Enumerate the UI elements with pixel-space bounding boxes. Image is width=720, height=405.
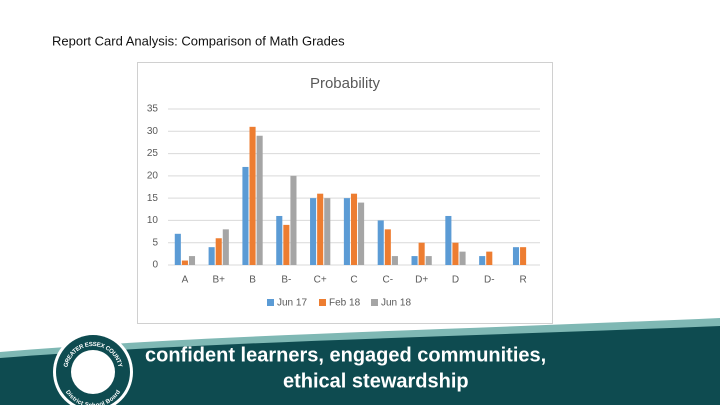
x-tick-label: D bbox=[452, 275, 459, 286]
y-tick-label: 25 bbox=[147, 148, 159, 159]
bar bbox=[486, 251, 493, 265]
bar bbox=[384, 229, 391, 265]
bar bbox=[290, 175, 297, 265]
bar bbox=[324, 198, 331, 265]
bar bbox=[276, 215, 283, 265]
bar bbox=[174, 233, 181, 265]
bar bbox=[377, 220, 384, 265]
bar bbox=[317, 193, 324, 265]
legend-swatch bbox=[371, 299, 378, 306]
bar bbox=[249, 126, 256, 265]
bar bbox=[520, 247, 527, 265]
tagline: confident learners, engaged communities, bbox=[145, 344, 546, 366]
tagline: ethical stewardship bbox=[283, 370, 469, 392]
y-tick-label: 30 bbox=[147, 126, 159, 137]
bar bbox=[512, 247, 520, 265]
x-tick-label: B bbox=[249, 275, 256, 286]
bar bbox=[242, 166, 249, 265]
bar bbox=[215, 238, 222, 265]
logo-center bbox=[71, 350, 115, 394]
x-tick-label: C- bbox=[383, 275, 394, 286]
bar bbox=[350, 193, 358, 265]
chart-frame bbox=[137, 62, 553, 324]
x-tick-label: B- bbox=[281, 275, 291, 286]
x-tick-label: B+ bbox=[212, 275, 225, 286]
y-tick-label: 35 bbox=[147, 104, 159, 115]
legend-swatch bbox=[319, 299, 326, 306]
legend-label: Jun 17 bbox=[277, 298, 307, 309]
bar bbox=[425, 256, 432, 265]
x-tick-label: C bbox=[350, 275, 357, 286]
bar bbox=[411, 256, 418, 265]
bar bbox=[479, 256, 486, 265]
bar bbox=[445, 215, 452, 265]
y-tick-label: 5 bbox=[152, 237, 158, 248]
y-tick-label: 20 bbox=[147, 170, 159, 181]
bar bbox=[459, 251, 466, 265]
bar bbox=[181, 260, 188, 265]
bar bbox=[208, 247, 215, 265]
x-tick-label: D+ bbox=[415, 275, 428, 286]
x-tick-label: C+ bbox=[314, 275, 327, 286]
legend-swatch bbox=[267, 299, 274, 306]
bar bbox=[283, 224, 290, 265]
y-tick-label: 0 bbox=[152, 260, 158, 271]
x-tick-label: A bbox=[182, 275, 189, 286]
bar bbox=[343, 198, 350, 265]
legend-label: Jun 18 bbox=[381, 298, 411, 309]
bar bbox=[310, 198, 317, 265]
bar bbox=[358, 202, 365, 265]
bar bbox=[452, 242, 459, 265]
bar bbox=[418, 242, 425, 265]
bar bbox=[256, 135, 263, 265]
banner bbox=[0, 326, 720, 405]
legend-label: Feb 18 bbox=[329, 298, 361, 309]
bar bbox=[391, 256, 398, 265]
chart-title: Probability bbox=[310, 75, 381, 92]
bar bbox=[222, 229, 229, 265]
bar bbox=[188, 256, 196, 265]
y-tick-label: 10 bbox=[147, 215, 159, 226]
slide-title: Report Card Analysis: Comparison of Math… bbox=[52, 33, 345, 48]
x-tick-label: R bbox=[519, 275, 526, 286]
y-tick-label: 15 bbox=[147, 193, 159, 204]
plot: 0 5 10 15 20 25 30 35 A B+ B B- C+ C C- D+ D D- R Jun 17 Feb… bbox=[147, 104, 540, 309]
x-tick-label: D- bbox=[484, 275, 495, 286]
